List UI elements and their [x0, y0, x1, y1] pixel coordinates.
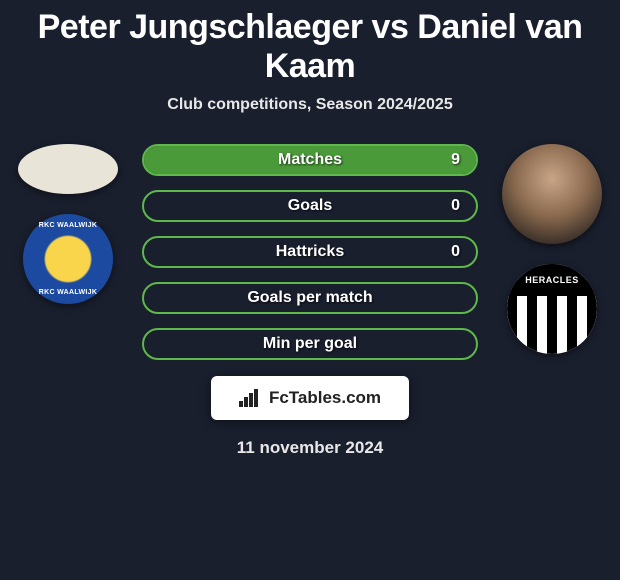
right-club-badge: HERACLES	[507, 264, 597, 354]
brand-badge: FcTables.com	[211, 376, 409, 420]
stat-value-right: 0	[451, 197, 460, 215]
bar-chart-icon	[239, 389, 261, 407]
brand-text: FcTables.com	[269, 388, 381, 408]
stat-label: Hattricks	[276, 243, 344, 261]
stat-label: Matches	[278, 151, 342, 169]
stat-value-right: 0	[451, 243, 460, 261]
heracles-label: HERACLES	[507, 264, 597, 296]
page-title: Peter Jungschlaeger vs Daniel van Kaam	[0, 8, 620, 86]
stat-bar-goals: Goals 0	[142, 190, 478, 222]
stat-bar-matches: Matches 9	[142, 144, 478, 176]
stat-value-right: 9	[451, 151, 460, 169]
comparison-card: Peter Jungschlaeger vs Daniel van Kaam C…	[0, 0, 620, 458]
stat-bar-min-per-goal: Min per goal	[142, 328, 478, 360]
footer: FcTables.com 11 november 2024	[0, 376, 620, 458]
stats-column: Matches 9 Goals 0 Hattricks 0 Goals per …	[128, 144, 492, 360]
stat-label: Goals	[288, 197, 332, 215]
date-text: 11 november 2024	[237, 438, 383, 458]
stat-label: Min per goal	[263, 335, 357, 353]
stat-label: Goals per match	[247, 289, 372, 307]
left-club-badge	[23, 214, 113, 304]
right-player-avatar	[502, 144, 602, 244]
stat-bar-hattricks: Hattricks 0	[142, 236, 478, 268]
page-subtitle: Club competitions, Season 2024/2025	[0, 96, 620, 114]
main-row: Matches 9 Goals 0 Hattricks 0 Goals per …	[0, 144, 620, 360]
left-player-column	[8, 144, 128, 304]
right-player-column: HERACLES	[492, 144, 612, 354]
left-player-avatar	[18, 144, 118, 194]
stat-bar-goals-per-match: Goals per match	[142, 282, 478, 314]
